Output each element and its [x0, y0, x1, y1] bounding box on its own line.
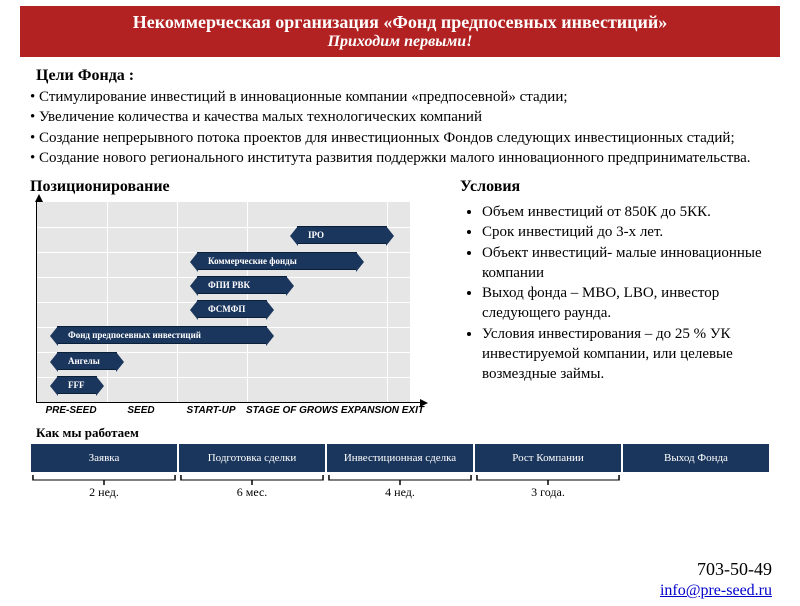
goals-heading: Цели Фонда :	[36, 67, 800, 85]
goal-item: Создание непрерывного потока проектов дл…	[30, 128, 770, 148]
phone: 703-50-49	[660, 560, 772, 580]
conditions-heading: Условия	[460, 178, 770, 196]
pipeline-step: Рост Компании	[474, 443, 622, 473]
pipeline-time: 3 года.	[474, 485, 622, 500]
footer: 703-50-49 info@pre-seed.ru	[660, 560, 772, 600]
x-axis-label: SEED	[106, 405, 176, 416]
org-title: Некоммерческая организация «Фонд предпос…	[30, 12, 770, 33]
pipeline-bracket	[30, 475, 178, 485]
condition-item: Срок инвестиций до 3-х лет.	[482, 222, 770, 242]
stage-bar: Коммерческие фонды	[197, 252, 357, 270]
x-axis-label: STAGE OF GROWS EXPANSION EXIT	[246, 405, 406, 416]
goal-item: Стимулирование инвестиций в инновационны…	[30, 87, 770, 107]
positioning-heading: Позиционирование	[30, 178, 440, 196]
pipeline-bracket	[622, 475, 770, 485]
condition-item: Выход фонда – MBO, LBO, инвестор следующ…	[482, 283, 770, 324]
conditions-list: Объем инвестиций от 850К до 5КК.Срок инв…	[482, 202, 770, 384]
pipeline-step: Выход Фонда	[622, 443, 770, 473]
stage-bar: ФСМФП	[197, 300, 267, 318]
x-axis-label: START-UP	[176, 405, 246, 416]
positioning-chart: IPO Коммерческие фонды ФПИ РВК ФСМФП Фонд пр…	[30, 202, 420, 417]
goals-list: Стимулирование инвестиций в инновационны…	[30, 87, 770, 168]
stage-bar: IPO	[297, 226, 387, 244]
pipeline-step: Инвестиционная сделка	[326, 443, 474, 473]
pipeline-time	[622, 485, 770, 500]
stage-bar: Ангелы	[57, 352, 117, 370]
stage-bar: ФПИ РВК	[197, 276, 287, 294]
x-axis-label: PRE-SEED	[36, 405, 106, 416]
pipeline-bracket	[178, 475, 326, 485]
pipeline-times: 2 нед.6 мес.4 нед.3 года.	[30, 485, 770, 500]
pipeline-time: 4 нед.	[326, 485, 474, 500]
stage-bar: Фонд предпосевных инвестиций	[57, 326, 267, 344]
pipeline-step: Подготовка сделки	[178, 443, 326, 473]
goal-item: Создание нового регионального института …	[30, 148, 770, 168]
header-bar: Некоммерческая организация «Фонд предпос…	[20, 6, 780, 57]
condition-item: Объект инвестиций- малые инновационные к…	[482, 243, 770, 284]
condition-item: Объем инвестиций от 850К до 5КК.	[482, 202, 770, 222]
pipeline-bracket	[474, 475, 622, 485]
stage-bar: FFF	[57, 376, 97, 394]
email-link[interactable]: info@pre-seed.ru	[660, 582, 772, 599]
pipeline: ЗаявкаПодготовка сделкиИнвестиционная сд…	[30, 443, 770, 473]
condition-item: Условия инвестирования – до 25 % УК инве…	[482, 324, 770, 385]
goal-item: Увеличение количества и качества малых т…	[30, 107, 770, 127]
pipeline-step: Заявка	[30, 443, 178, 473]
org-slogan: Приходим первыми!	[30, 33, 770, 51]
pipeline-brackets	[30, 475, 770, 485]
pipeline-time: 6 мес.	[178, 485, 326, 500]
pipeline-bracket	[326, 475, 474, 485]
how-heading: Как мы работаем	[36, 425, 800, 441]
pipeline-time: 2 нед.	[30, 485, 178, 500]
